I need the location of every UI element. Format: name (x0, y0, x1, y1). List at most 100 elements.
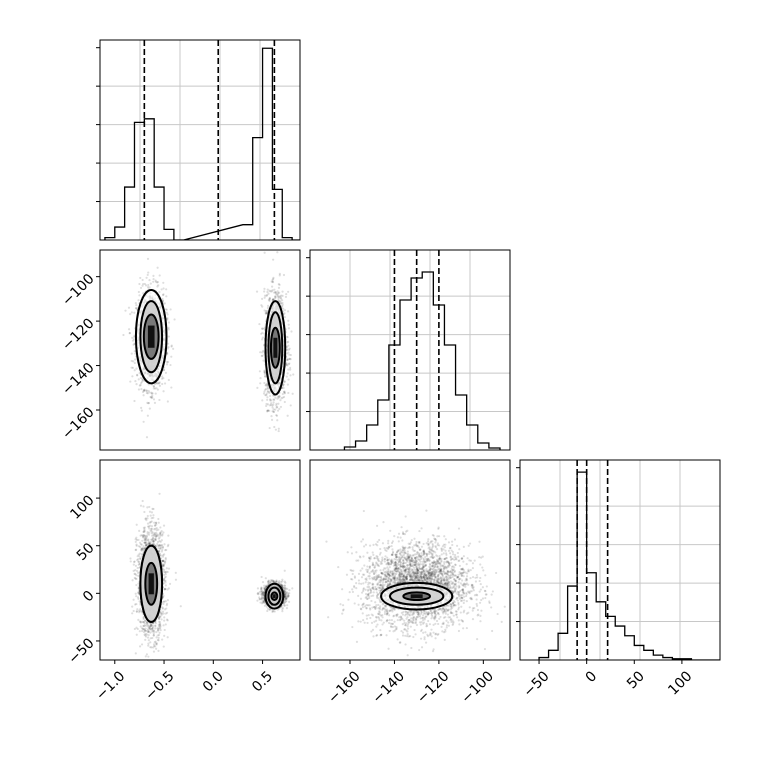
scatter-point (129, 560, 132, 563)
scatter-point (166, 347, 169, 350)
scatter-point (153, 524, 157, 527)
scatter-point (146, 392, 149, 395)
scatter-point (282, 395, 286, 399)
scatter-point (147, 389, 150, 393)
scatter-point (149, 529, 152, 532)
scatter-point (266, 409, 270, 412)
scatter-point (271, 406, 274, 409)
scatter-point (272, 410, 276, 413)
scatter-point (158, 549, 161, 553)
scatter-point (137, 299, 140, 302)
scatter-point (150, 396, 153, 399)
scatter-point (139, 504, 143, 507)
histogram-bin (253, 138, 263, 240)
scatter-point (131, 336, 134, 339)
scatter-point (165, 604, 168, 607)
scatter-point (144, 632, 147, 635)
scatter-point (153, 538, 157, 541)
scatter-point (152, 514, 155, 517)
scatter-point (144, 638, 147, 641)
scatter-point (161, 293, 165, 297)
scatter-point (137, 545, 141, 548)
scatter-point (151, 630, 154, 633)
scatter-point (160, 539, 163, 542)
scatter-point (145, 534, 149, 537)
scatter-point (269, 399, 272, 402)
scatter-point (263, 309, 266, 312)
scatter-point (143, 529, 146, 532)
scatter-point (155, 533, 158, 536)
scatter-point (156, 638, 159, 642)
scatter-point (152, 507, 155, 511)
scatter-point (140, 629, 144, 633)
scatter-point (163, 560, 166, 563)
scatter-point (283, 309, 287, 312)
scatter-point (287, 344, 290, 347)
scatter-point (267, 292, 270, 295)
scatter-point (288, 357, 291, 361)
scatter-point (151, 537, 155, 540)
scatter-point (155, 636, 158, 639)
scatter-point (159, 533, 162, 536)
scatter-point (147, 525, 150, 528)
scatter-point (268, 426, 271, 430)
scatter-point (270, 290, 273, 293)
scatter-point (163, 382, 167, 385)
scatter-point (161, 610, 165, 613)
scatter-point (283, 392, 286, 395)
scatter-point (285, 335, 288, 338)
scatter-point (150, 624, 153, 628)
scatter-point (286, 358, 289, 361)
scatter-point (162, 594, 165, 597)
histogram-bin (154, 187, 164, 240)
scatter-point (271, 280, 274, 283)
scatter-point (139, 557, 142, 560)
scatter-point (278, 283, 281, 286)
scatter-point (274, 291, 277, 294)
scatter-point (164, 571, 167, 574)
scatter-point (272, 277, 275, 281)
scatter-point (160, 377, 164, 380)
scatter-point (142, 616, 145, 619)
scatter-point (160, 546, 163, 549)
scatter-point (138, 609, 141, 612)
scatter-point (266, 309, 269, 313)
scatter-point (135, 548, 138, 551)
scatter-point (261, 399, 264, 402)
scatter-point (150, 624, 153, 627)
scatter-point (162, 563, 165, 567)
scatter-point (147, 539, 150, 542)
scatter-point (270, 402, 273, 405)
scatter-point (261, 354, 264, 357)
scatter-point (159, 626, 162, 630)
scatter-point (137, 563, 140, 566)
scatter-point (156, 382, 159, 385)
scatter-point (157, 636, 160, 639)
scatter-point (138, 611, 141, 614)
scatter-point (172, 347, 175, 350)
scatter-point (143, 526, 146, 529)
scatter-point (268, 289, 271, 292)
scatter-point (157, 517, 160, 521)
scatter-point (158, 532, 162, 535)
scatter-point (165, 567, 168, 570)
scatter-point (146, 620, 149, 624)
scatter-point (135, 595, 138, 598)
scatter-point (149, 520, 152, 524)
scatter-point (156, 629, 160, 632)
scatter-point (158, 398, 161, 402)
scatter-point (149, 395, 152, 399)
scatter-point (159, 547, 162, 551)
scatter-point (164, 371, 168, 374)
scatter-point (140, 552, 144, 556)
scatter-point (263, 251, 266, 254)
scatter-point (275, 402, 278, 405)
scatter-point (149, 625, 152, 628)
scatter-point (166, 619, 169, 622)
scatter-point (163, 616, 166, 619)
scatter-point (266, 304, 270, 307)
scatter-point (151, 507, 154, 510)
histogram-step (104, 47, 300, 240)
scatter-point (156, 388, 160, 391)
scatter-point (158, 382, 161, 385)
